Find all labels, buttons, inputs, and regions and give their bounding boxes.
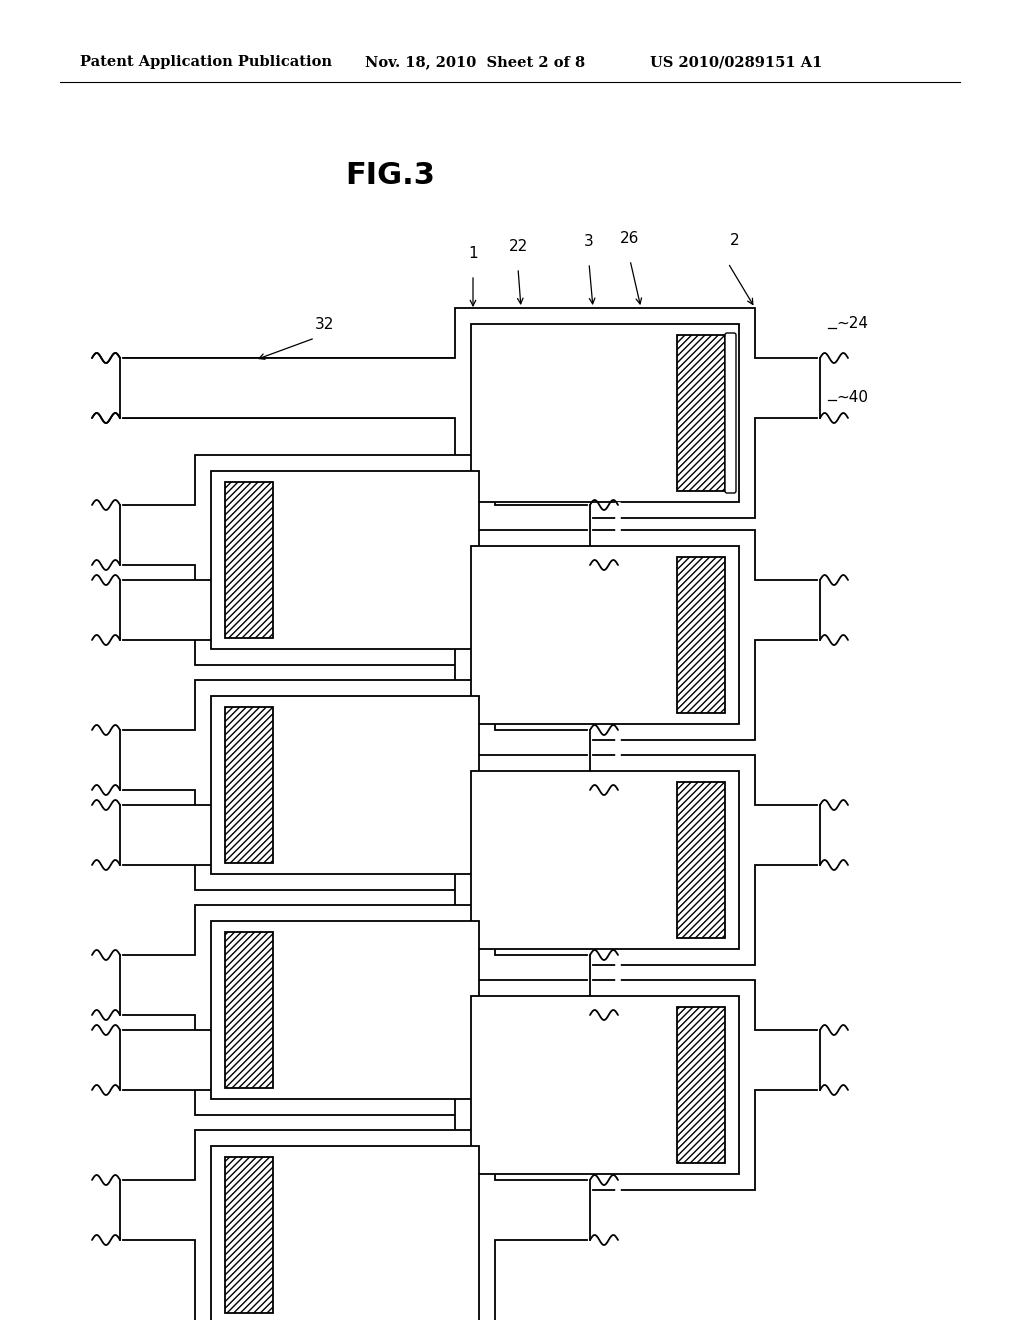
Text: US 2010/0289151 A1: US 2010/0289151 A1 [650, 55, 822, 69]
Bar [211, 696, 479, 874]
Bar [211, 1146, 479, 1320]
FancyBboxPatch shape [725, 333, 736, 492]
Polygon shape [120, 680, 590, 890]
Text: 32: 32 [315, 317, 335, 333]
Text: Nov. 18, 2010  Sheet 2 of 8: Nov. 18, 2010 Sheet 2 of 8 [365, 55, 585, 69]
Text: 1: 1 [468, 246, 478, 261]
Bar [677, 781, 725, 939]
Bar [211, 921, 479, 1100]
Text: 3: 3 [584, 234, 594, 249]
Text: ~40: ~40 [836, 391, 868, 405]
Polygon shape [120, 755, 820, 965]
Polygon shape [120, 979, 820, 1191]
Bar [471, 997, 739, 1173]
Bar [677, 335, 725, 491]
Polygon shape [120, 1130, 590, 1320]
Polygon shape [120, 358, 455, 418]
Bar [677, 1007, 725, 1163]
Bar [471, 771, 739, 949]
Bar [211, 471, 479, 649]
Bar [471, 546, 739, 723]
Text: 2: 2 [730, 234, 739, 248]
Bar [677, 557, 725, 713]
Text: FIG.3: FIG.3 [345, 161, 435, 190]
Polygon shape [120, 531, 820, 741]
Bar [471, 323, 739, 502]
Bar [225, 708, 273, 863]
Text: Patent Application Publication: Patent Application Publication [80, 55, 332, 69]
Text: 26: 26 [621, 231, 640, 246]
Text: ~24: ~24 [836, 315, 868, 330]
Polygon shape [120, 455, 590, 665]
Polygon shape [120, 308, 820, 517]
Polygon shape [120, 906, 590, 1115]
Text: 22: 22 [508, 239, 527, 253]
Bar [225, 932, 273, 1088]
Bar [225, 1158, 273, 1313]
Bar [225, 482, 273, 638]
